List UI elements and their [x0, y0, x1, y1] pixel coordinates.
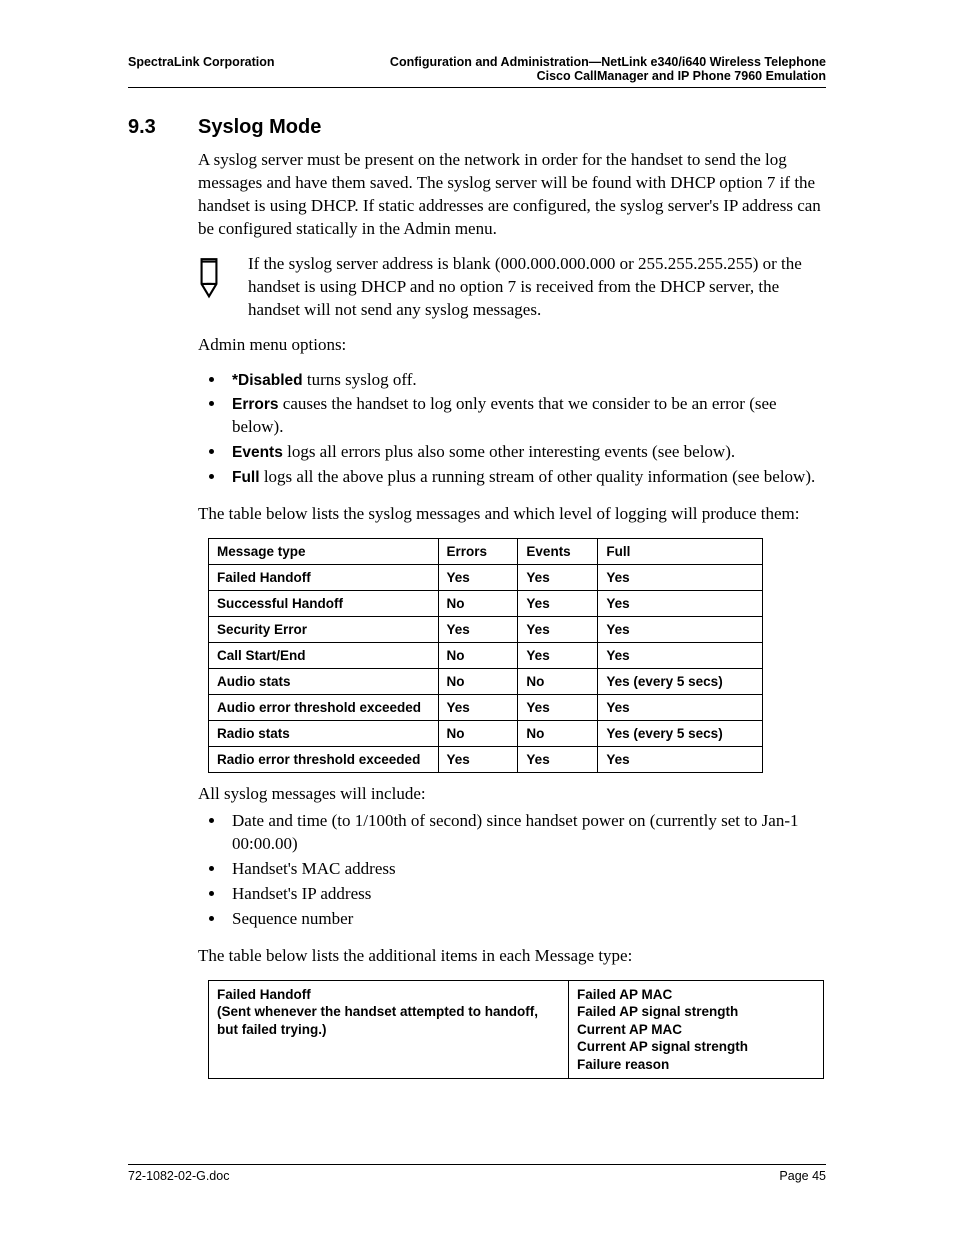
page-header: SpectraLink Corporation Configuration an…: [128, 55, 826, 83]
table-header-row: Message type Errors Events Full: [209, 539, 763, 565]
pencil-icon: [188, 253, 248, 300]
items-intro: The table below lists the additional ite…: [198, 945, 826, 968]
items-left-cell: Failed Handoff (Sent whenever the handse…: [209, 980, 569, 1079]
col-errors: Errors: [438, 539, 518, 565]
footer-left: 72-1082-02-G.doc: [128, 1169, 229, 1183]
table-row: Audio error threshold exceededYesYesYes: [209, 695, 763, 721]
option-events: Events logs all errors plus also some ot…: [226, 441, 826, 464]
intro-paragraph: A syslog server must be present on the n…: [198, 149, 826, 241]
col-events: Events: [518, 539, 598, 565]
table-row: Audio statsNoNoYes (every 5 secs): [209, 669, 763, 695]
page-footer: 72-1082-02-G.doc Page 45: [128, 1164, 826, 1183]
section-number: 9.3: [128, 116, 198, 139]
option-disabled: *Disabled turns syslog off.: [226, 369, 826, 392]
list-item: Date and time (to 1/100th of second) sin…: [226, 810, 826, 856]
table-row: Failed HandoffYesYesYes: [209, 565, 763, 591]
items-left-desc: (Sent whenever the handset attempted to …: [217, 1003, 560, 1038]
header-right-line1: Configuration and Administration—NetLink…: [390, 55, 826, 69]
page-content: SpectraLink Corporation Configuration an…: [0, 0, 954, 1079]
note-block: If the syslog server address is blank (0…: [198, 253, 826, 322]
header-right: Configuration and Administration—NetLink…: [390, 55, 826, 83]
table-row: Call Start/EndNoYesYes: [209, 643, 763, 669]
table-row: Radio error threshold exceededYesYesYes: [209, 747, 763, 773]
option-errors: Errors causes the handset to log only ev…: [226, 393, 826, 439]
list-item: Handset's MAC address: [226, 858, 826, 881]
col-message-type: Message type: [209, 539, 439, 565]
admin-options-list: *Disabled turns syslog off. Errors cause…: [226, 369, 826, 490]
message-items-table: Failed Handoff (Sent whenever the handse…: [208, 980, 824, 1080]
table-intro: The table below lists the syslog message…: [198, 503, 826, 526]
items-right-cell: Failed AP MAC Failed AP signal strength …: [569, 980, 824, 1079]
footer-right: Page 45: [779, 1169, 826, 1183]
option-full: Full logs all the above plus a running s…: [226, 466, 826, 489]
list-item: Sequence number: [226, 908, 826, 931]
table-row: Successful HandoffNoYesYes: [209, 591, 763, 617]
note-text: If the syslog server address is blank (0…: [248, 253, 826, 322]
table-row: Radio statsNoNoYes (every 5 secs): [209, 721, 763, 747]
includes-list: Date and time (to 1/100th of second) sin…: [226, 810, 826, 931]
section-heading: 9.3 Syslog Mode: [128, 116, 826, 139]
table-row: Security ErrorYesYesYes: [209, 617, 763, 643]
section-body: A syslog server must be present on the n…: [198, 149, 826, 1079]
header-right-line2: Cisco CallManager and IP Phone 7960 Emul…: [390, 69, 826, 83]
admin-options-label: Admin menu options:: [198, 334, 826, 357]
section-title: Syslog Mode: [198, 116, 321, 139]
header-rule: [128, 87, 826, 88]
includes-label: All syslog messages will include:: [198, 783, 826, 806]
syslog-levels-table: Message type Errors Events Full Failed H…: [208, 538, 763, 773]
header-left: SpectraLink Corporation: [128, 55, 275, 83]
items-left-title: Failed Handoff: [217, 986, 560, 1004]
footer-rule: [128, 1164, 826, 1165]
list-item: Handset's IP address: [226, 883, 826, 906]
table-row: Failed Handoff (Sent whenever the handse…: [209, 980, 824, 1079]
col-full: Full: [598, 539, 763, 565]
